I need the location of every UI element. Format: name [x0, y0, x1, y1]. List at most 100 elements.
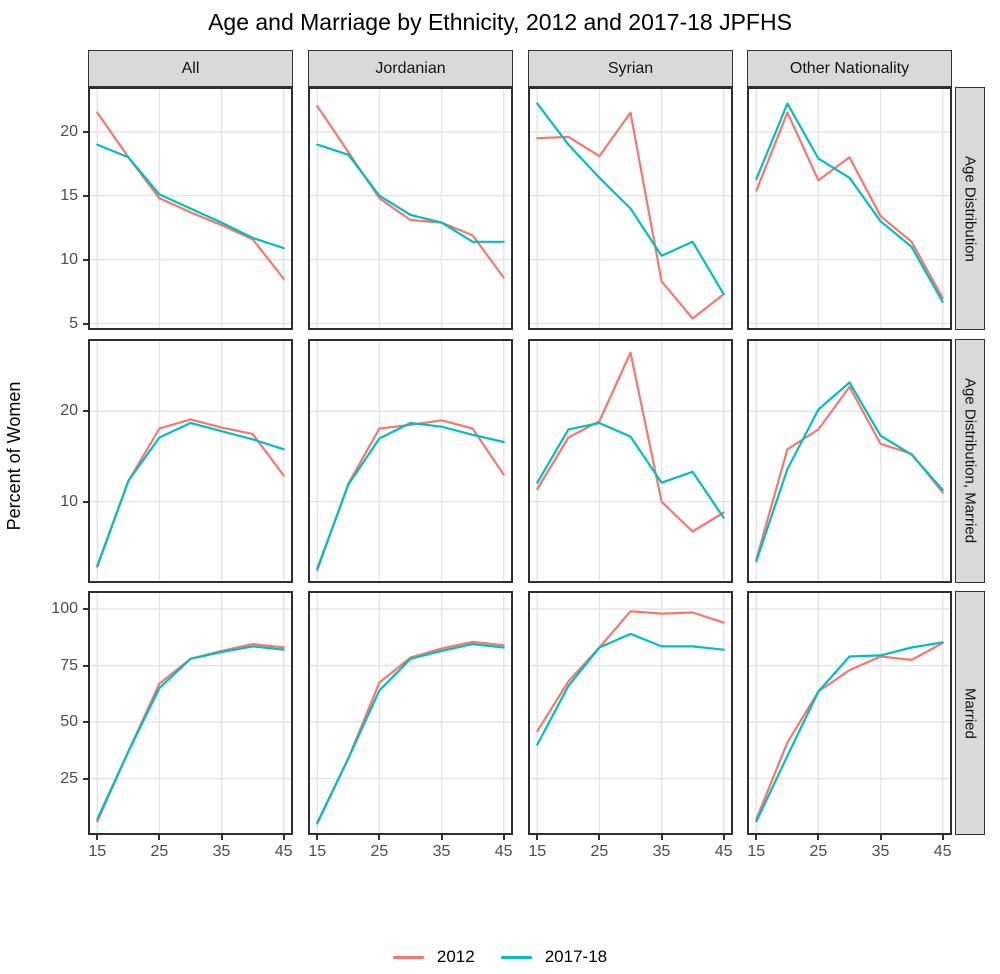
x-tick-mark	[220, 835, 223, 840]
legend-label-2012: 2012	[436, 947, 475, 966]
x-tick-label-45: 45	[933, 843, 952, 860]
panel-background	[747, 591, 952, 835]
y-tick-mark	[83, 721, 88, 724]
panel-other-nationality-age-distribution-married	[747, 339, 952, 583]
panel-jordanian-age-distribution	[308, 87, 513, 330]
line-2017-18-syrian	[536, 632, 725, 746]
line-2017-18-syrian	[536, 102, 725, 296]
panel-border	[528, 87, 733, 330]
panel-all-married	[88, 591, 293, 835]
y-tick-mark	[83, 777, 88, 780]
line-2017-18-syrian	[536, 421, 725, 519]
x-tick-label-15: 15	[528, 843, 547, 860]
x-tick-label-35: 35	[871, 843, 890, 860]
panel-other-nationality-age-distribution	[747, 87, 952, 330]
x-tick-mark	[879, 835, 882, 840]
x-tick-mark	[316, 835, 319, 840]
legend: 2012 2017-18	[0, 944, 1000, 970]
y-tick-label-75: 75	[60, 656, 78, 674]
y-tick-label-25: 25	[60, 769, 78, 787]
line-2017-18-jordanian	[316, 642, 505, 824]
panel-border	[88, 591, 293, 835]
y-tick-mark	[83, 258, 88, 261]
panel-background	[88, 591, 293, 835]
x-tick-label-25: 25	[150, 843, 169, 860]
y-tick-mark	[83, 130, 88, 133]
panel-border	[747, 591, 952, 835]
panel-background	[528, 591, 733, 835]
line-2017-18-jordanian	[316, 143, 505, 243]
x-tick-mark	[722, 835, 725, 840]
legend-label-2017-18: 2017-18	[544, 947, 608, 966]
facet-row-strip-age-distribution: Age Distribution	[955, 87, 985, 330]
facet-column-strip-jordanian: Jordanian	[308, 50, 513, 87]
y-tick-label-20: 20	[60, 122, 78, 140]
x-tick-mark	[941, 835, 944, 840]
y-tick-label-100: 100	[51, 600, 78, 618]
panel-other-nationality-married	[747, 591, 952, 835]
panel-jordanian-age-distribution-married	[308, 339, 513, 583]
y-tick-mark	[83, 194, 88, 197]
panel-background	[747, 87, 952, 330]
panel-all-age-distribution-married	[88, 339, 293, 583]
x-tick-mark	[440, 835, 443, 840]
x-tick-mark	[536, 835, 539, 840]
panel-background	[747, 339, 952, 583]
panel-syrian-age-distribution-married	[528, 339, 733, 583]
x-tick-label-35: 35	[212, 843, 231, 860]
y-tick-label-5: 5	[69, 314, 78, 332]
x-tick-label-45: 45	[714, 843, 733, 860]
x-tick-label-35: 35	[432, 843, 451, 860]
legend-line-2017-18	[500, 955, 532, 959]
line-2017-18-all	[96, 645, 285, 821]
x-tick-mark	[755, 835, 758, 840]
panel-syrian-married	[528, 591, 733, 835]
panel-border	[308, 339, 513, 583]
panel-background	[308, 87, 513, 330]
x-tick-mark	[660, 835, 663, 840]
x-tick-label-35: 35	[652, 843, 671, 860]
x-tick-mark	[598, 835, 601, 840]
y-tick-label-50: 50	[60, 713, 78, 731]
y-tick-mark	[83, 410, 88, 413]
y-tick-mark	[83, 608, 88, 611]
panel-border	[747, 87, 952, 330]
line-2012-other-nationality	[755, 111, 944, 300]
x-tick-label-15: 15	[747, 843, 766, 860]
panel-border	[88, 87, 293, 330]
line-2017-18-other-nationality	[755, 102, 944, 303]
y-tick-mark	[83, 500, 88, 503]
line-2017-18-other-nationality	[755, 641, 944, 823]
facet-row-strip-age-distribution-married: Age Distribution, Married	[955, 339, 985, 583]
y-tick-mark	[83, 664, 88, 667]
legend-line-2012	[392, 955, 424, 959]
y-axis-title: Percent of Women	[4, 381, 24, 531]
y-tick-label-20: 20	[60, 402, 78, 420]
line-2012-other-nationality	[755, 641, 944, 821]
facet-column-strip-all: All	[88, 50, 293, 87]
panel-border	[528, 339, 733, 583]
panel-border	[88, 339, 293, 583]
panel-jordanian-married	[308, 591, 513, 835]
chart-title: Age and Marriage by Ethnicity, 2012 and …	[208, 9, 792, 35]
y-tick-label-10: 10	[60, 250, 78, 268]
legend-item-2012: 2012	[392, 947, 475, 967]
panel-border	[747, 339, 952, 583]
legend-item-2017-18: 2017-18	[500, 947, 608, 967]
line-2012-syrian	[536, 351, 725, 533]
x-tick-mark	[502, 835, 505, 840]
panel-all-age-distribution	[88, 87, 293, 330]
x-tick-mark	[378, 835, 381, 840]
x-tick-label-25: 25	[370, 843, 389, 860]
y-tick-mark	[83, 322, 88, 325]
x-tick-label-25: 25	[809, 843, 828, 860]
x-tick-mark	[817, 835, 820, 840]
facet-row-strip-married: Married	[955, 591, 985, 835]
line-2012-jordanian	[316, 105, 505, 279]
line-2017-18-all	[96, 143, 285, 250]
facet-column-strip-other-nationality: Other Nationality	[747, 50, 952, 87]
x-tick-label-45: 45	[494, 843, 513, 860]
x-tick-mark	[96, 835, 99, 840]
line-2017-18-jordanian	[316, 421, 505, 570]
